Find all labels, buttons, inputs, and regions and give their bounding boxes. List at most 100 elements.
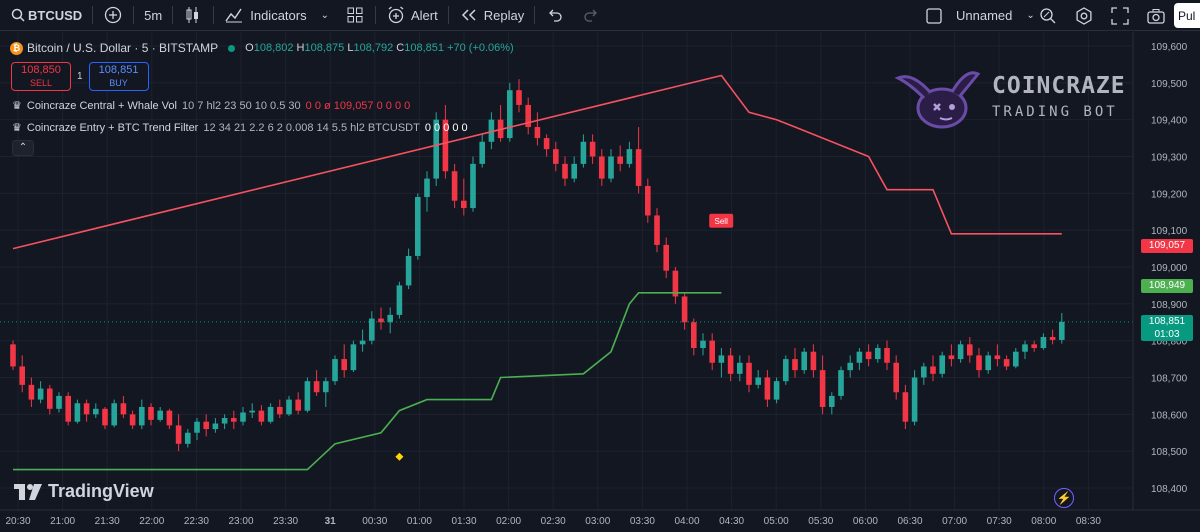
time-tick-label: 20:30 <box>5 516 30 527</box>
candle <box>847 355 853 378</box>
time-tick-label: 02:30 <box>541 516 566 527</box>
crown-icon: ♛ <box>12 100 22 112</box>
sell-button[interactable]: 108,850 SELL <box>11 62 71 91</box>
candle-body <box>626 149 633 164</box>
candle-body <box>865 351 872 360</box>
candle <box>240 406 246 426</box>
candle-body <box>553 149 559 164</box>
time-tick-label: 07:30 <box>987 516 1012 527</box>
candle <box>175 414 182 452</box>
price-tag: 108,851 01:03 <box>1141 314 1193 341</box>
candle <box>28 377 35 407</box>
candle <box>313 370 320 396</box>
compare-button[interactable] <box>95 0 131 31</box>
settings-icon[interactable] <box>1074 6 1094 26</box>
toolbar-divider <box>375 6 376 24</box>
candle <box>635 127 642 194</box>
spread-value: 1 <box>77 71 83 82</box>
alert-button[interactable]: Alert <box>378 0 446 31</box>
candle <box>599 149 605 186</box>
candle-body <box>691 322 697 349</box>
toolbar-divider <box>133 6 135 24</box>
layout-menu[interactable]: Unnamed ⌄ <box>924 0 1035 31</box>
candle-body <box>773 381 780 400</box>
buy-button[interactable]: 108,851 BUY <box>88 62 149 91</box>
camera-icon[interactable] <box>1146 6 1166 26</box>
time-axis: 20:30 21:00 21:30 22:00 22:30 23:00 23:30 31 00:… <box>0 509 1200 527</box>
price-tag: 108,949 <box>1141 278 1193 293</box>
toolbar-divider <box>213 6 215 24</box>
candle <box>617 145 623 172</box>
high-label: H <box>296 42 305 54</box>
candle-body <box>129 414 136 426</box>
candle-body <box>856 351 863 363</box>
candle-body <box>166 410 173 426</box>
high-value: 108,875 <box>304 42 345 54</box>
indicator-params: 12 34 21 2.2 6 2 0.008 14 5.5 hl2 BTCUSD… <box>203 121 420 134</box>
signal-markers: Sell <box>395 213 734 461</box>
interval-button[interactable]: 5m <box>136 0 170 31</box>
candle <box>203 414 209 437</box>
candle-body <box>240 412 246 422</box>
undo-button[interactable] <box>537 0 573 31</box>
candle-body <box>976 355 982 371</box>
time-tick-label: 01:00 <box>407 516 432 527</box>
candle-body <box>231 418 237 422</box>
time-tick-label: 04:30 <box>719 516 744 527</box>
price-tick-label: 109,000 <box>1151 263 1188 274</box>
candle-body <box>369 318 375 341</box>
time-tick-label: 01:30 <box>451 516 476 527</box>
replay-button[interactable]: Replay <box>451 0 532 31</box>
candle-body <box>783 359 789 382</box>
candle-body <box>967 344 973 356</box>
candle-body <box>479 141 485 164</box>
indicator-legend-entry[interactable]: ♛ Coincraze Entry + BTC Trend Filter 12 … <box>12 121 468 135</box>
candle-body <box>1022 344 1028 352</box>
candle-body <box>746 362 752 385</box>
candle <box>939 351 945 378</box>
templates-button[interactable] <box>337 0 373 31</box>
candle-body <box>10 344 16 367</box>
watermark-text: TradingView <box>48 481 154 501</box>
lightning-icon[interactable]: ⚡ <box>1054 488 1074 508</box>
candle-body <box>681 296 688 323</box>
candle-body <box>700 340 706 349</box>
candle <box>415 193 421 260</box>
candle-body <box>433 119 439 179</box>
candle-body <box>810 351 817 371</box>
candle-body <box>175 425 182 444</box>
candle <box>930 355 936 382</box>
candle-body <box>543 138 550 150</box>
redo-button[interactable] <box>573 0 609 31</box>
price-tick-label: 108,600 <box>1151 410 1188 421</box>
time-tick-label: 06:00 <box>853 516 878 527</box>
quick-search-icon[interactable] <box>1038 6 1058 26</box>
chevron-down-icon: ⌄ <box>1026 10 1035 21</box>
price-tag-value: 108,949 <box>1148 279 1186 291</box>
candle-body <box>819 370 826 407</box>
candle <box>350 340 357 372</box>
collapse-legend-button[interactable]: ⌃ <box>12 140 34 156</box>
candle <box>773 377 780 404</box>
publish-button[interactable]: Pul <box>1174 3 1200 28</box>
legend-title[interactable]: Bitcoin / U.S. Dollar · 5 · BITSTAMP <box>27 41 219 55</box>
indicators-button[interactable]: Indicators ⌄ <box>216 0 337 31</box>
chart-area[interactable]: Sell 109,600 109,500 109,400 109,300 109,200… <box>0 32 1200 532</box>
chart-type-button[interactable] <box>175 0 211 31</box>
candle-body <box>571 163 577 179</box>
fullscreen-icon[interactable] <box>1110 6 1130 26</box>
candle <box>166 408 173 430</box>
candle <box>783 355 789 385</box>
candle-body <box>727 355 734 374</box>
tradingview-logo[interactable]: TradingView <box>14 481 154 502</box>
candle <box>304 377 311 413</box>
candle-body <box>212 423 219 430</box>
indicator-legend-central[interactable]: ♛ Coincraze Central + Whale Vol 10 7 hl2… <box>12 99 410 113</box>
symbol-search[interactable]: BTCUSD <box>0 0 90 31</box>
tradingview-icon <box>14 483 42 500</box>
candle <box>1040 333 1047 350</box>
price-tick-label: 109,200 <box>1151 189 1188 200</box>
candle <box>332 355 338 385</box>
candle <box>323 377 329 407</box>
candle-body <box>1003 359 1010 367</box>
